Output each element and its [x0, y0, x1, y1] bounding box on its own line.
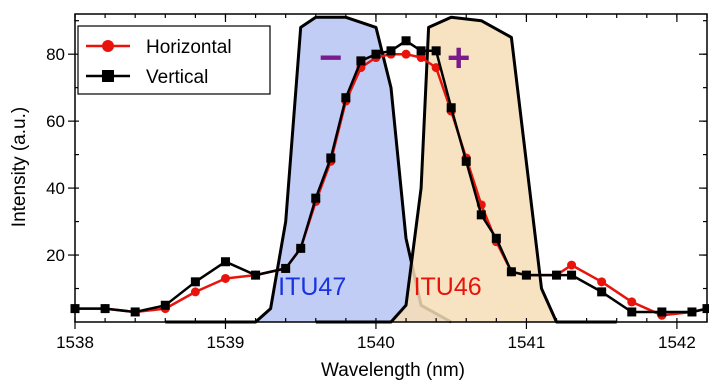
point-vertical-28 [657, 307, 667, 317]
band-outline-itu47 [165, 15, 452, 324]
point-horizontal-4 [190, 287, 200, 297]
legend-marker-vertical [102, 70, 114, 82]
point-horizontal-26 [597, 277, 607, 287]
legend-label-vertical: Vertical [146, 67, 208, 88]
y-tick-label-2: 60 [46, 112, 65, 131]
x-tick-label-0: 1538 [56, 333, 94, 352]
band-label-itu46: ITU46 [414, 273, 482, 301]
legend-label-horizontal: Horizontal [146, 37, 232, 58]
band-fill-itu47 [165, 17, 452, 323]
point-vertical-4 [190, 277, 200, 287]
x-tick-label-3: 1541 [508, 333, 546, 352]
point-vertical-23 [521, 270, 531, 280]
x-tick-label-4: 1542 [658, 333, 696, 352]
point-vertical-20 [476, 210, 486, 220]
point-vertical-12 [356, 56, 366, 66]
point-vertical-13 [371, 49, 381, 59]
point-vertical-17 [431, 46, 441, 56]
point-vertical-22 [506, 267, 516, 277]
point-vertical-26 [597, 287, 607, 297]
y-tick-label-3: 80 [46, 45, 65, 64]
y-axis-title: Intensity (a.u.) [9, 107, 30, 227]
point-horizontal-17 [431, 63, 441, 73]
legend: Horizontal Vertical [77, 25, 271, 95]
point-vertical-5 [220, 257, 230, 267]
point-horizontal-27 [627, 297, 637, 307]
point-vertical-1 [100, 304, 110, 314]
point-vertical-7 [281, 263, 291, 273]
point-vertical-27 [627, 307, 637, 317]
point-vertical-21 [491, 233, 501, 243]
x-tick-label-1: 1539 [207, 333, 245, 352]
y-tick-label-1: 40 [46, 179, 65, 198]
y-tick-label-0: 20 [46, 246, 65, 265]
axes: 1538 1539 1540 1541 1542 20 40 60 80 [46, 13, 708, 352]
band-fill-itu46 [315, 17, 617, 323]
point-vertical-24 [552, 270, 562, 280]
point-horizontal-25 [567, 260, 577, 270]
point-vertical-2 [130, 307, 140, 317]
point-vertical-6 [251, 270, 261, 280]
point-vertical-9 [311, 193, 321, 203]
point-vertical-15 [401, 36, 411, 46]
x-axis-title: Wavelength (nm) [321, 360, 465, 381]
band-sign-itu47: − [319, 36, 342, 80]
band-label-itu47: ITU47 [278, 273, 346, 301]
point-horizontal-5 [220, 273, 230, 283]
point-vertical-11 [341, 93, 351, 103]
point-vertical-19 [461, 156, 471, 166]
plot-frame [74, 13, 708, 323]
point-horizontal-15 [401, 49, 411, 59]
data-series [70, 36, 709, 320]
point-vertical-16 [416, 46, 426, 56]
point-vertical-14 [386, 46, 396, 56]
point-vertical-29 [687, 307, 697, 317]
legend-marker-horizontal [102, 40, 114, 52]
band-sign-itu46: + [447, 36, 470, 80]
legend-box [77, 25, 271, 95]
x-tick-label-2: 1540 [357, 333, 395, 352]
point-vertical-25 [567, 270, 577, 280]
point-vertical-30 [702, 304, 709, 314]
point-vertical-3 [160, 300, 170, 310]
point-vertical-10 [326, 153, 336, 163]
point-vertical-18 [446, 103, 456, 113]
band-outline-itu46 [315, 15, 617, 324]
filter-bands: ITU47 − ITU46 + [165, 15, 617, 324]
point-vertical-8 [296, 243, 306, 253]
